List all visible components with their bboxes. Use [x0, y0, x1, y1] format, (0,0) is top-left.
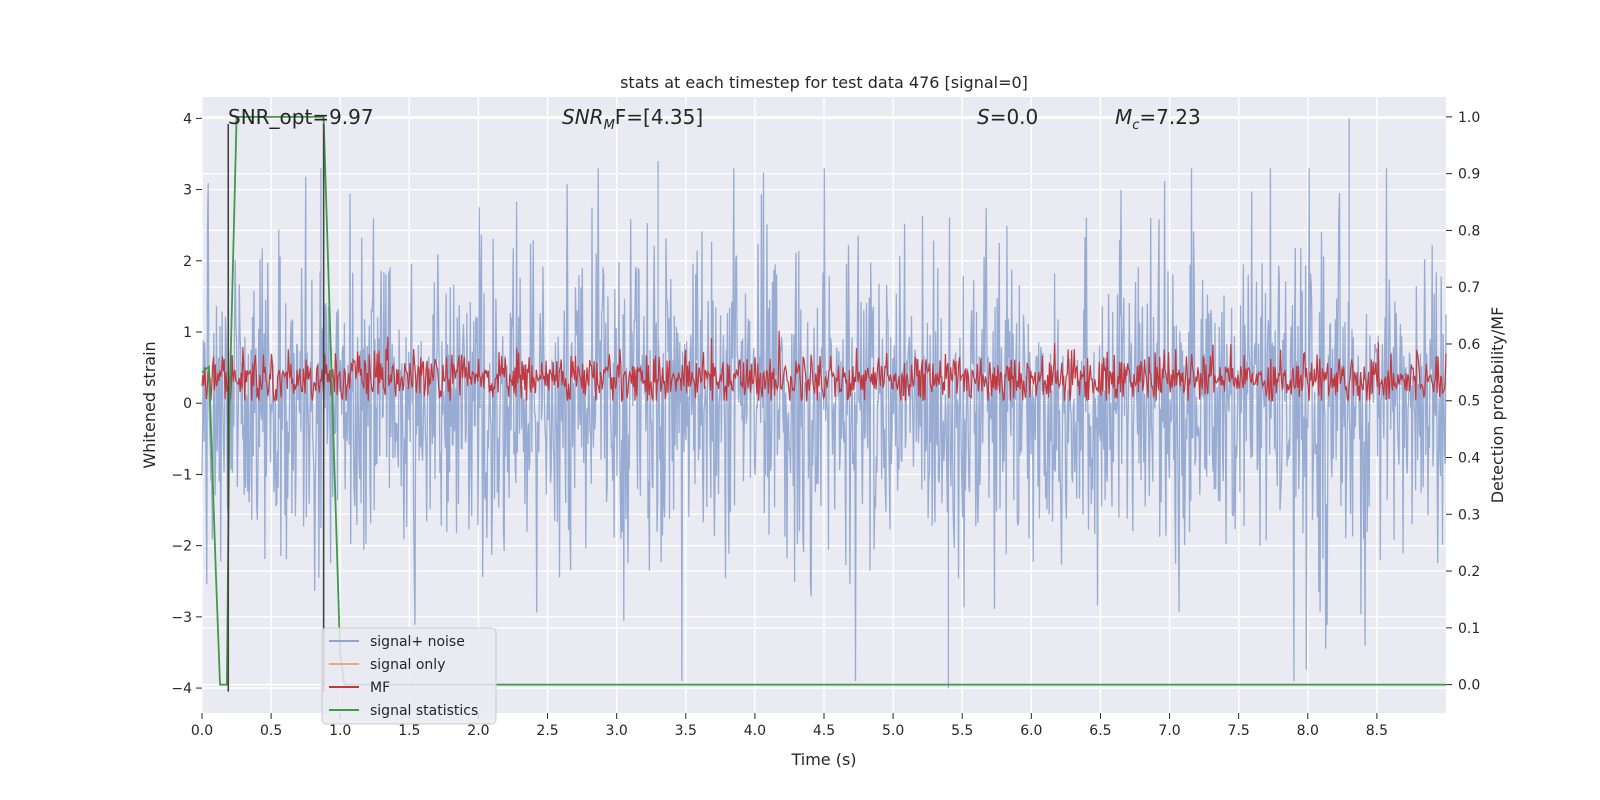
- y-right-tick-label: 0.9: [1458, 167, 1480, 183]
- series-mf: [201, 330, 1447, 403]
- y-right-tick-label: 0.0: [1458, 678, 1480, 694]
- y-left-tick-label: 4: [183, 111, 192, 127]
- x-tick-label: 4.0: [744, 723, 766, 739]
- x-axis-label: Time (s): [790, 750, 856, 769]
- annotation-mc: Mc=7.23: [1115, 105, 1201, 133]
- x-tick-label: 1.0: [329, 723, 351, 739]
- legend-label: signal only: [370, 657, 445, 673]
- chart-title: stats at each timestep for test data 476…: [620, 73, 1028, 92]
- y-left-tick-label: −3: [171, 610, 192, 626]
- signal-statistics-line: [201, 116, 1446, 686]
- series-signal-statistics: [201, 116, 1446, 686]
- y-left-tick-label: −4: [171, 681, 192, 697]
- x-tick-label: 7.0: [1158, 723, 1180, 739]
- signal-noise-line: [201, 118, 1447, 689]
- legend-label: MF: [370, 680, 390, 696]
- x-tick-label: 8.0: [1297, 723, 1319, 739]
- y-right-tick-label: 0.3: [1458, 507, 1480, 523]
- x-tick-label: 3.0: [606, 723, 628, 739]
- x-tick-label: 5.0: [882, 723, 904, 739]
- y-left-tick-label: 0: [183, 396, 192, 412]
- y-right-tick-label: 0.1: [1458, 621, 1480, 637]
- y-right-tick-label: 1.0: [1458, 110, 1480, 126]
- y-left-tick-label: −2: [171, 539, 192, 555]
- x-tick-label: 6.5: [1089, 723, 1111, 739]
- y-left-tick-label: 2: [183, 254, 192, 270]
- y-left-tick-label: 1: [183, 325, 192, 341]
- x-tick-label: 6.0: [1020, 723, 1042, 739]
- y-right-tick-label: 0.6: [1458, 337, 1480, 353]
- y-left-tick-label: 3: [183, 183, 192, 199]
- axes: 0.0 0.5 1.0 1.5 2.0 2.5 3.0 3.5 4.0 4.5 5.0 5.5 6.0 6…: [171, 110, 1480, 739]
- annotation-snr-opt: SNR_opt=9.97: [228, 105, 374, 129]
- x-tick-label: 3.5: [675, 723, 697, 739]
- x-tick-label: 4.5: [813, 723, 835, 739]
- y-right-tick-label: 0.7: [1458, 280, 1480, 296]
- legend-label: signal statistics: [370, 703, 478, 719]
- y-left-tick-label: −1: [171, 467, 192, 483]
- legend-label: signal+ noise: [370, 634, 465, 650]
- x-tick-label: 1.5: [398, 723, 420, 739]
- y-right-tick-label: 0.8: [1458, 223, 1480, 239]
- y-right-tick-label: 0.4: [1458, 451, 1480, 467]
- y-axis-left-label: Whitened strain: [140, 341, 159, 468]
- x-tick-label: 0.5: [260, 723, 282, 739]
- x-tick-label: 5.5: [951, 723, 973, 739]
- mf-line: [201, 330, 1447, 403]
- x-tick-label: 2.5: [536, 723, 558, 739]
- x-tick-label: 0.0: [191, 723, 213, 739]
- legend-box: [321, 627, 497, 725]
- annotation-snr-mf: SNRMF=[4.35]: [562, 105, 703, 133]
- y-axis-right-label: Detection probability/MF: [1488, 307, 1507, 504]
- vertical-markers: [227, 124, 325, 692]
- legend: signal+ noise signal only MF signal statist…: [321, 627, 497, 725]
- series-signal-noise: [201, 118, 1447, 689]
- annotations: SNR_opt=9.97 SNRMF=[4.35] S=0.0 Mc=7.23: [228, 105, 1201, 133]
- x-tick-label: 8.5: [1366, 723, 1388, 739]
- x-tick-label: 2.0: [467, 723, 489, 739]
- x-tick-label: 7.5: [1228, 723, 1250, 739]
- y-right-tick-label: 0.5: [1458, 394, 1480, 410]
- y-right-tick-label: 0.2: [1458, 564, 1480, 580]
- annotation-s-stat: S=0.0: [977, 105, 1038, 129]
